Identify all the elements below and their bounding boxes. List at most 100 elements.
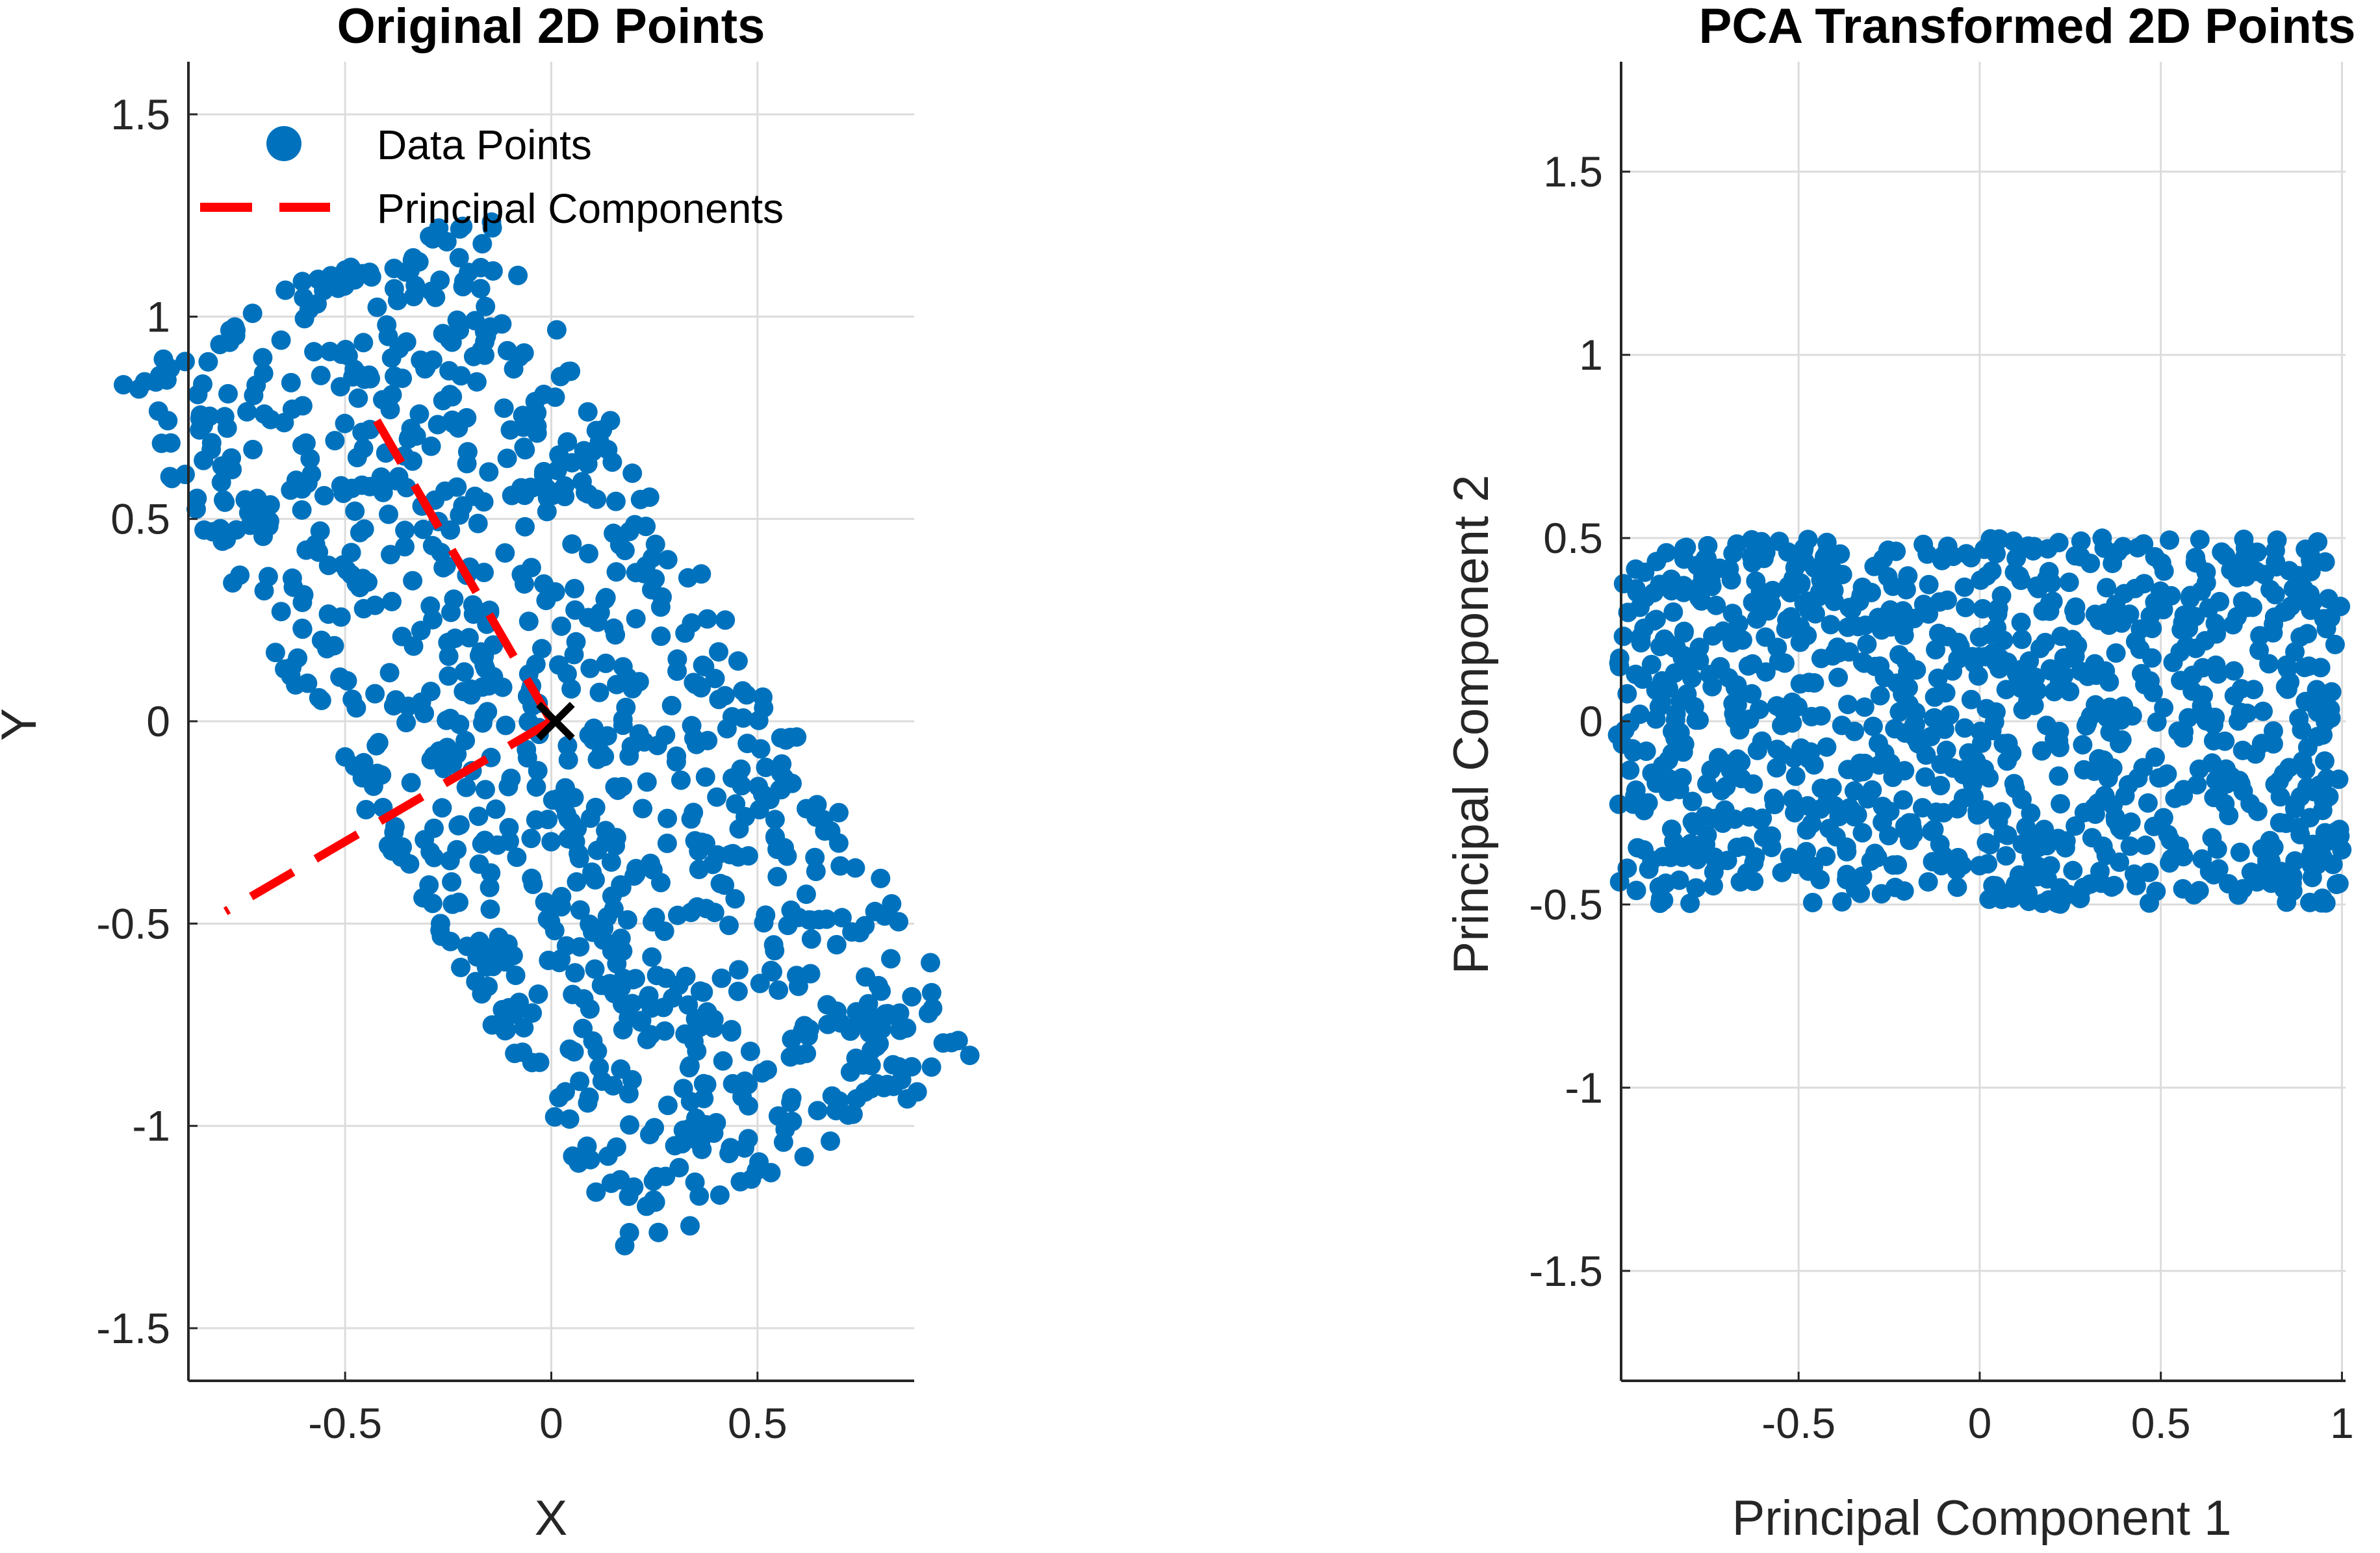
data-point: [2077, 713, 2097, 733]
data-point: [796, 884, 816, 905]
data-point: [1780, 583, 1800, 603]
data-point: [562, 534, 582, 554]
data-point: [2313, 725, 2333, 745]
data-point: [1893, 601, 1913, 621]
data-point: [2325, 634, 2345, 654]
data-point: [1653, 847, 1673, 867]
x-tick-label: 1: [2330, 1399, 2354, 1447]
data-point: [640, 1125, 659, 1144]
data-point: [1659, 782, 1678, 802]
data-point: [421, 436, 441, 456]
data-point: [2021, 803, 2041, 823]
data-point: [1613, 626, 1633, 647]
data-point: [396, 713, 416, 732]
data-point: [482, 218, 502, 238]
y-tick-label: -0.5: [96, 899, 170, 947]
data-point: [626, 609, 646, 629]
data-point: [2005, 778, 2025, 799]
data-point: [871, 981, 891, 1001]
data-point: [1702, 676, 1722, 697]
data-point: [1800, 742, 1821, 762]
data-point: [1885, 719, 1905, 739]
data-point: [673, 1079, 693, 1099]
data-point: [347, 448, 367, 468]
data-point: [526, 654, 546, 674]
data-point: [1783, 789, 1802, 809]
data-point: [426, 287, 446, 307]
data-point: [872, 1019, 892, 1039]
data-point: [592, 1071, 612, 1091]
data-point: [2249, 640, 2269, 660]
data-point: [1857, 634, 1877, 654]
data-point: [2082, 828, 2102, 848]
data-point: [728, 960, 749, 980]
data-point: [737, 734, 758, 754]
data-point: [292, 500, 312, 520]
data-point: [428, 415, 448, 435]
data-point: [254, 404, 274, 424]
data-point: [450, 320, 469, 340]
data-point: [769, 980, 789, 1000]
data-point: [2122, 706, 2142, 726]
data-point: [597, 907, 617, 927]
data-point: [459, 628, 479, 648]
data-point: [1855, 753, 1875, 773]
data-point: [2195, 631, 2215, 651]
data-point: [1902, 818, 1922, 838]
data-point: [1936, 740, 1956, 760]
data-point: [494, 398, 514, 418]
data-point: [688, 675, 708, 695]
data-point: [738, 846, 758, 866]
data-point: [1919, 574, 1939, 595]
data-point: [641, 1025, 661, 1045]
x-tick-label: -0.5: [1761, 1399, 1836, 1447]
data-point: [1743, 593, 1763, 613]
data-point: [286, 470, 306, 491]
data-point: [379, 663, 400, 683]
data-point: [654, 921, 674, 942]
data-point: [265, 643, 285, 663]
data-point: [1769, 532, 1789, 552]
data-point: [500, 831, 519, 851]
data-point: [457, 936, 477, 956]
data-point: [826, 934, 847, 955]
data-point: [1889, 702, 1910, 722]
data-point: [1744, 871, 1764, 892]
data-point: [704, 903, 724, 923]
data-point: [767, 867, 787, 887]
data-point: [148, 401, 168, 421]
data-point: [1880, 753, 1900, 773]
data-point: [1867, 847, 1887, 867]
data-point: [2290, 627, 2310, 647]
data-point: [758, 1060, 777, 1080]
data-point: [1953, 788, 1973, 808]
data-point: [2296, 760, 2316, 780]
data-point: [467, 372, 487, 392]
data-point: [1878, 826, 1899, 845]
data-point: [2071, 531, 2091, 551]
data-point: [1790, 632, 1810, 652]
data-point: [324, 635, 344, 656]
data-point: [282, 399, 302, 419]
data-point: [409, 404, 429, 424]
data-point: [667, 649, 687, 669]
data-point: [190, 420, 210, 440]
data-point: [2008, 665, 2028, 686]
data-point: [1739, 807, 1759, 827]
data-point: [1852, 577, 1873, 597]
data-point: [2015, 877, 2035, 897]
data-point: [2224, 661, 2244, 681]
data-point: [1986, 876, 2006, 896]
data-point: [550, 366, 570, 387]
data-point: [580, 914, 600, 934]
data-point: [382, 591, 402, 611]
data-point: [579, 725, 599, 745]
data-point: [405, 276, 426, 296]
data-point: [2139, 862, 2159, 882]
data-point: [2229, 885, 2248, 905]
data-point: [447, 840, 467, 860]
data-point: [832, 908, 852, 928]
data-point: [559, 1109, 580, 1129]
data-point: [1993, 734, 2014, 754]
data-point: [2259, 654, 2279, 674]
